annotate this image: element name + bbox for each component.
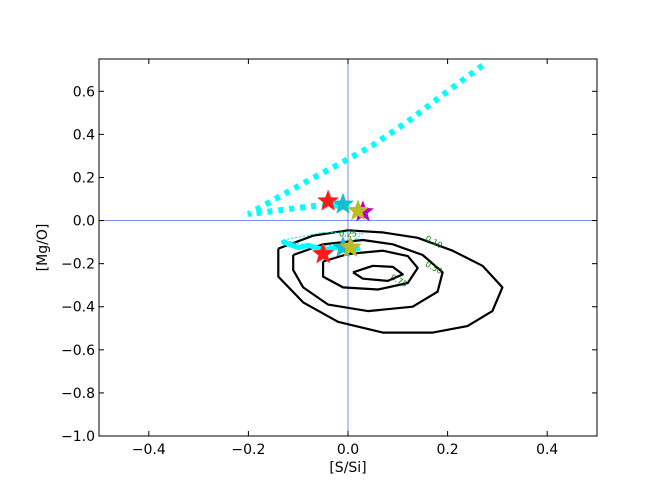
x-axis: −0.4 −0.2 0.0 0.2 0.4	[132, 59, 558, 458]
y-tick-label: 0.0	[73, 214, 95, 230]
contour-line	[322, 249, 419, 291]
x-tick-label: 0.2	[436, 442, 458, 458]
contour-line	[277, 229, 504, 334]
x-tick-label: −0.2	[231, 442, 265, 458]
x-axis-label: [S/Si]	[329, 460, 366, 476]
y-tick-label: −0.6	[61, 343, 95, 359]
contour-label: 0.25	[339, 230, 357, 239]
contour-line	[292, 238, 444, 313]
star-marker	[316, 189, 340, 211]
y-axis-label: [Mg/O]	[35, 224, 51, 272]
y-tick-label: −1.0	[61, 429, 95, 445]
x-tick-label: 0.0	[337, 442, 359, 458]
x-tick-label: −0.4	[132, 442, 166, 458]
star-marker	[311, 242, 335, 264]
y-tick-label: 0.6	[73, 84, 95, 100]
y-tick-label: −0.8	[61, 386, 95, 402]
star-marker	[346, 199, 370, 221]
contour-group: 0.100.500.750.25	[277, 229, 504, 334]
x-tick-label: 0.4	[536, 442, 558, 458]
y-axis: −1.0 −0.8 −0.6 −0.4 −0.2 0.0 0.2 0.4 0.6	[61, 84, 597, 445]
star-marker	[339, 235, 362, 257]
star-markers	[311, 189, 375, 264]
y-tick-label: −0.4	[61, 300, 95, 316]
contour-line	[283, 231, 364, 247]
contour-line	[352, 264, 404, 282]
star-marker	[331, 192, 355, 214]
y-tick-label: 0.4	[73, 127, 95, 143]
y-tick-label: 0.2	[73, 170, 95, 186]
y-tick-label: −0.2	[61, 257, 95, 273]
